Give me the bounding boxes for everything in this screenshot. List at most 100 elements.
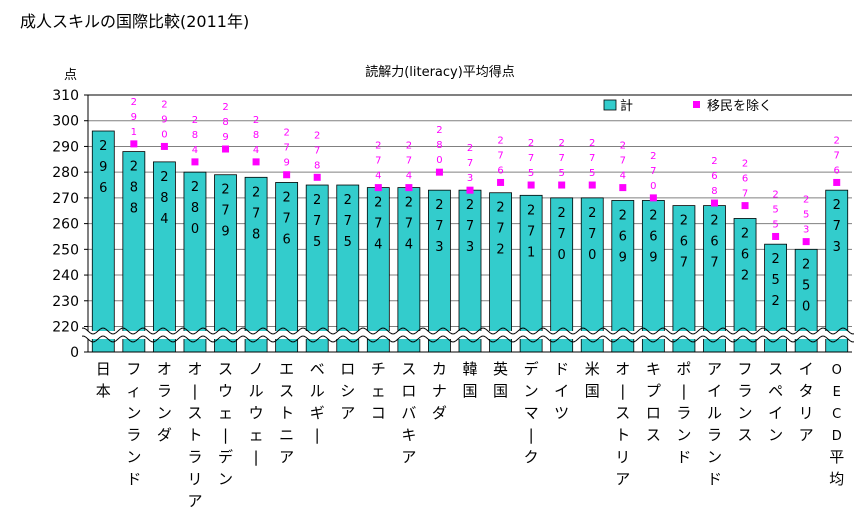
y-tick-label: 270 [52,191,79,207]
y-tick-label: 0 [70,345,79,361]
y-tick-label: 220 [52,320,79,336]
legend-swatch-marker [693,101,700,108]
category-label: フィンランド [126,360,141,488]
legend-swatch-bar [603,99,617,111]
marker [833,178,841,186]
category-label: オ|ストリア [615,360,630,488]
bar [428,189,451,353]
legend-label-excl-immigrants: 移民を除く [707,99,772,114]
marker [374,184,382,192]
axis-break-line [82,327,854,335]
chart-title: 読解力(literacy)平均得点 [365,64,515,80]
category-label: スペイン [768,360,783,444]
marker [466,186,474,194]
category-label: スロバキア [401,360,416,466]
bar [397,187,421,353]
bar [244,176,268,353]
category-label: スウェ|デン [218,360,233,488]
category-label: 日本 [96,360,111,400]
bar [825,189,849,353]
page-title: 成人スキルの国際比較(2011年) [20,12,250,31]
axis-break-line [82,335,854,343]
marker [252,158,260,166]
y-tick-label: 230 [52,294,79,310]
y-tick-label: 260 [52,217,79,233]
category-label: エストニア [279,360,294,466]
category-label: 韓国 [462,360,477,400]
marker [160,142,168,150]
bar [366,187,390,353]
category-label: カナダ [432,360,447,422]
legend-label-total: 計 [620,98,633,114]
bar [336,184,360,353]
bar [489,192,512,353]
marker [405,184,413,192]
marker [588,181,596,189]
marker [649,194,657,202]
marker [619,184,627,192]
y-tick-label: 290 [52,139,79,155]
y-tick-label: 300 [52,114,79,130]
category-label: オランダ [157,360,172,444]
y-tick-label: 240 [52,268,79,284]
bar [305,184,329,353]
category-label: イタリア [799,360,814,444]
marker [191,158,199,166]
category-label: デンマ|ク [524,360,539,466]
marker [283,171,291,179]
marker [772,232,780,240]
marker [130,140,138,148]
category-label: フランス [738,360,753,444]
marker [741,202,749,210]
marker [497,178,505,186]
bar [214,174,237,353]
category-label: 英国 [493,360,508,400]
marker [558,181,566,189]
axis-break [82,327,854,343]
category-label: ドイツ [554,360,569,422]
y-tick-label: 250 [52,242,79,258]
marker [435,168,443,176]
category-label: ノルウェ| [249,360,264,466]
y-axis-label: 点 [64,68,77,83]
marker [802,238,810,246]
